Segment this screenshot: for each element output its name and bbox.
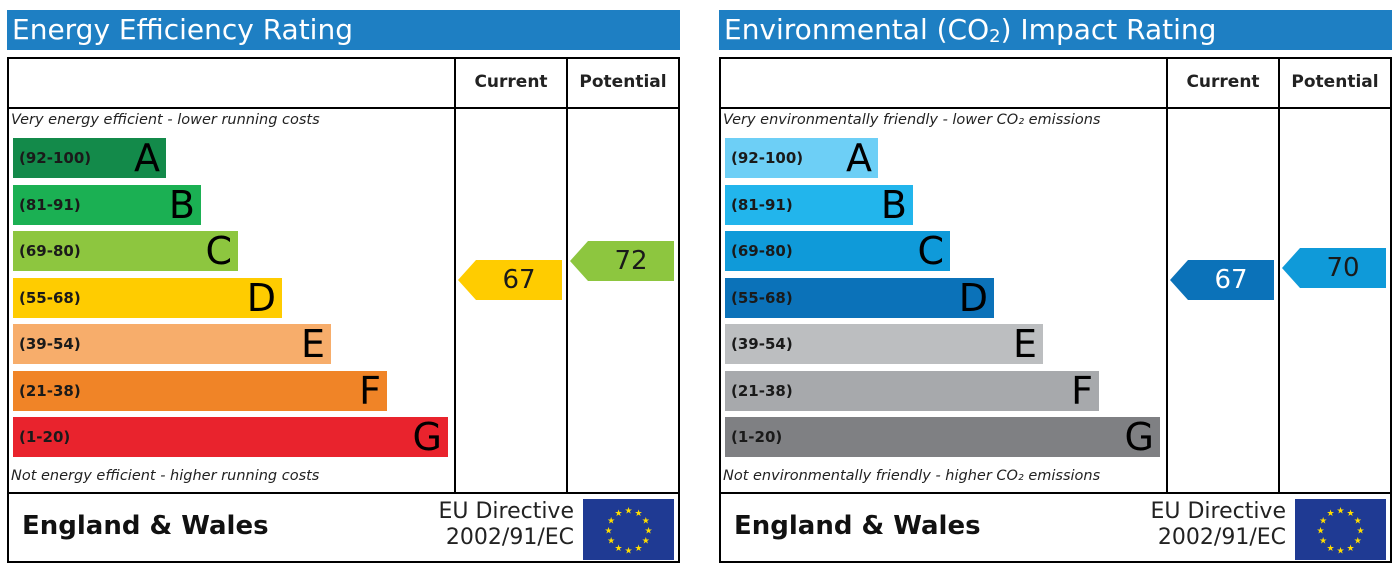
country-label: England & Wales <box>734 511 981 541</box>
eu-flag-icon: ★ ★ ★ ★ ★ ★ ★ ★ ★ ★ ★ ★ <box>1295 499 1386 560</box>
band-range: (1-20) <box>19 428 71 446</box>
band-range: (69-80) <box>19 242 81 260</box>
svg-text:★: ★ <box>1346 544 1354 554</box>
band-range: (39-54) <box>731 335 793 353</box>
svg-text:★: ★ <box>1316 527 1324 537</box>
band-range: (55-68) <box>731 288 793 307</box>
band-letter: A <box>134 136 160 180</box>
svg-text:★: ★ <box>634 544 642 554</box>
rating-value: 72 <box>614 245 648 276</box>
svg-text:★: ★ <box>624 547 632 557</box>
rating-value: 70 <box>1326 253 1360 284</box>
band-letter: D <box>246 275 276 320</box>
current-column-header: Current <box>474 72 548 92</box>
band-e: (39-54) E <box>13 324 331 364</box>
potential-rating-arrow: 72 <box>570 240 674 281</box>
svg-text:★: ★ <box>1354 537 1362 547</box>
energy-frame: Current Potential Very energy efficient … <box>7 57 680 563</box>
band-letter: G <box>412 415 442 459</box>
top-caption: Very energy efficient - lower running co… <box>11 112 320 128</box>
svg-text:★: ★ <box>607 537 615 547</box>
band-b: (81-91) B <box>13 182 201 227</box>
band-range: (81-91) <box>731 195 793 214</box>
svg-text:★: ★ <box>1336 507 1344 517</box>
environment-frame: Current Potential Very environmentally f… <box>719 57 1392 563</box>
svg-text:★: ★ <box>642 537 650 547</box>
band-letter: C <box>205 229 232 273</box>
band-range: (69-80) <box>731 242 793 260</box>
svg-text:★: ★ <box>1326 509 1334 519</box>
energy-title: Energy Efficiency Rating <box>7 10 680 50</box>
band-letter: F <box>1071 368 1093 413</box>
svg-text:★: ★ <box>607 517 615 527</box>
band-a: (92-100) A <box>13 138 166 178</box>
band-b: (81-91) B <box>725 182 913 227</box>
band-range: (21-38) <box>731 381 793 400</box>
environment-title: Environmental (CO2) Impact Rating <box>719 10 1392 50</box>
bottom-caption: Not environmentally friendly - higher CO… <box>723 468 1101 484</box>
svg-text:★: ★ <box>1326 544 1334 554</box>
bottom-caption: Not energy efficient - higher running co… <box>11 468 320 484</box>
band-letter: F <box>359 368 381 413</box>
svg-text:★: ★ <box>642 517 650 527</box>
svg-text:★: ★ <box>624 507 632 517</box>
band-range: (92-100) <box>19 149 92 167</box>
band-c: (69-80) C <box>13 231 238 271</box>
svg-text:★: ★ <box>1346 509 1354 519</box>
band-e: (39-54) E <box>725 324 1043 364</box>
country-label: England & Wales <box>22 511 269 541</box>
directive-line2: 2002/91/EC <box>1157 525 1286 550</box>
top-caption: Very environmentally friendly - lower CO… <box>723 112 1101 128</box>
band-f: (21-38) F <box>725 368 1099 413</box>
band-a: (92-100) A <box>725 138 878 178</box>
directive-line1: EU Directive <box>438 499 574 524</box>
band-range: (55-68) <box>19 288 81 307</box>
svg-text:★: ★ <box>1336 547 1344 557</box>
current-rating-arrow: 67 <box>458 259 562 300</box>
band-range: (92-100) <box>731 149 804 167</box>
svg-text:★: ★ <box>614 544 622 554</box>
current-column-header: Current <box>1186 72 1260 92</box>
band-f: (21-38) F <box>13 368 387 413</box>
current-rating-arrow: 67 <box>1170 259 1274 300</box>
potential-rating-arrow: 70 <box>1282 248 1386 289</box>
svg-text:★: ★ <box>1354 517 1362 527</box>
band-d: (55-68) D <box>13 275 282 320</box>
band-letter: B <box>880 182 907 227</box>
energy-efficiency-panel: Energy Efficiency Rating Current Potenti… <box>7 10 680 563</box>
band-letter: G <box>1124 415 1154 459</box>
potential-column-header: Potential <box>579 72 667 92</box>
svg-text:★: ★ <box>644 527 652 537</box>
band-g: (1-20) G <box>13 417 448 457</box>
band-letter: E <box>300 322 325 366</box>
band-range: (39-54) <box>19 335 81 353</box>
eu-directive: EU Directive 2002/91/EC <box>1111 499 1286 551</box>
svg-text:★: ★ <box>1319 537 1327 547</box>
directive-line2: 2002/91/EC <box>445 525 574 550</box>
rating-value: 67 <box>1214 264 1248 295</box>
svg-text:★: ★ <box>1319 517 1327 527</box>
band-letter: D <box>958 275 988 320</box>
band-letter: C <box>917 229 944 273</box>
band-range: (81-91) <box>19 195 81 214</box>
environmental-impact-panel: Environmental (CO2) Impact Rating Curren… <box>719 10 1392 563</box>
band-g: (1-20) G <box>725 417 1160 457</box>
band-letter: B <box>168 182 195 227</box>
band-letter: E <box>1012 322 1037 366</box>
potential-column-header: Potential <box>1291 72 1379 92</box>
svg-text:★: ★ <box>604 527 612 537</box>
eu-directive: EU Directive 2002/91/EC <box>399 499 574 551</box>
svg-text:★: ★ <box>634 509 642 519</box>
svg-text:★: ★ <box>1356 527 1364 537</box>
eu-flag-icon: ★ ★ ★ ★ ★ ★ ★ ★ ★ ★ ★ ★ <box>583 499 674 560</box>
band-range: (1-20) <box>731 428 783 446</box>
directive-line1: EU Directive <box>1150 499 1286 524</box>
rating-value: 67 <box>502 264 536 295</box>
band-range: (21-38) <box>19 381 81 400</box>
svg-text:★: ★ <box>614 509 622 519</box>
band-c: (69-80) C <box>725 231 950 271</box>
band-d: (55-68) D <box>725 275 994 320</box>
band-letter: A <box>846 136 872 180</box>
